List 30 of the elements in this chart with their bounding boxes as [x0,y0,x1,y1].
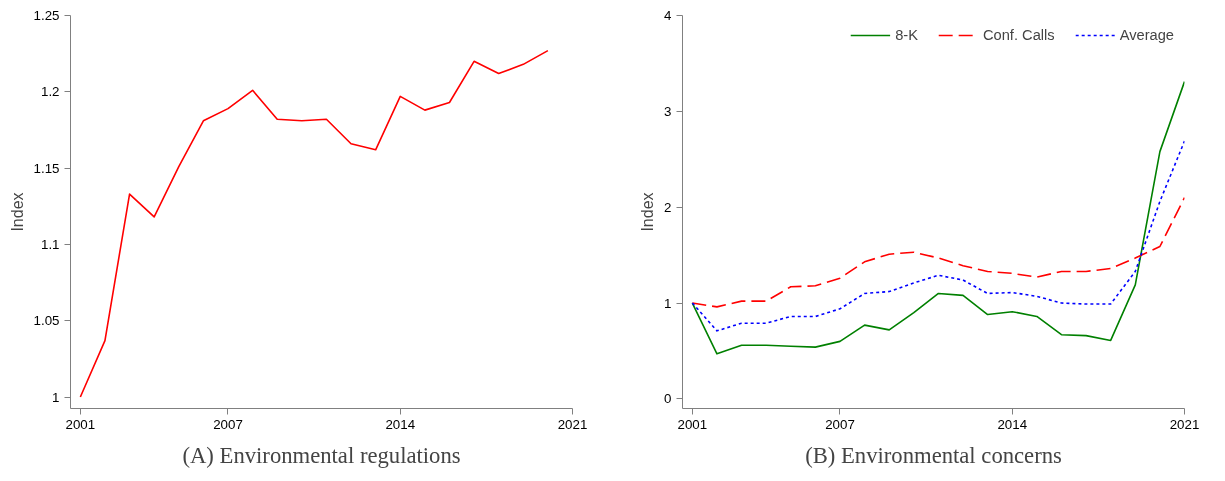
x-tick-label: 2014 [385,416,416,432]
y-axis-title: Index [8,192,26,232]
y-tick-label: 2 [664,199,672,215]
y-tick-label: 1 [52,389,60,405]
y-tick-label: 1.2 [40,84,60,100]
y-axis-title: Index [639,192,657,232]
y-tick-label: 1.15 [33,160,60,176]
line-series [691,80,1185,355]
y-tick-label: 3 [664,103,672,119]
line-series [79,49,549,398]
legend-label: Conf. Calls [982,27,1055,43]
y-tick-label: 1.25 [33,8,60,23]
y-tick-label: 1.05 [33,313,60,329]
x-tick-label: 2001 [65,416,96,432]
y-tick-label: 1 [664,295,672,311]
legend-label: Average [1119,27,1174,43]
line-series [691,140,1185,332]
x-tick-label: 2014 [997,416,1028,432]
line-series [691,196,1185,308]
text: (B) Environmental concerns [805,442,1062,468]
x-tick-label: 2001 [677,416,708,432]
x-tick-label: 2021 [557,416,588,432]
text: (A) Environmental regulations [182,442,461,468]
y-tick-label: 1.1 [40,236,60,252]
x-tick-label: 2007 [213,416,243,432]
y-tick-label: 4 [664,8,673,23]
y-tick-label: 0 [664,391,672,407]
legend-label: 8-K [895,27,918,43]
x-tick-label: 2021 [1169,416,1200,432]
x-tick-label: 2007 [825,416,855,432]
